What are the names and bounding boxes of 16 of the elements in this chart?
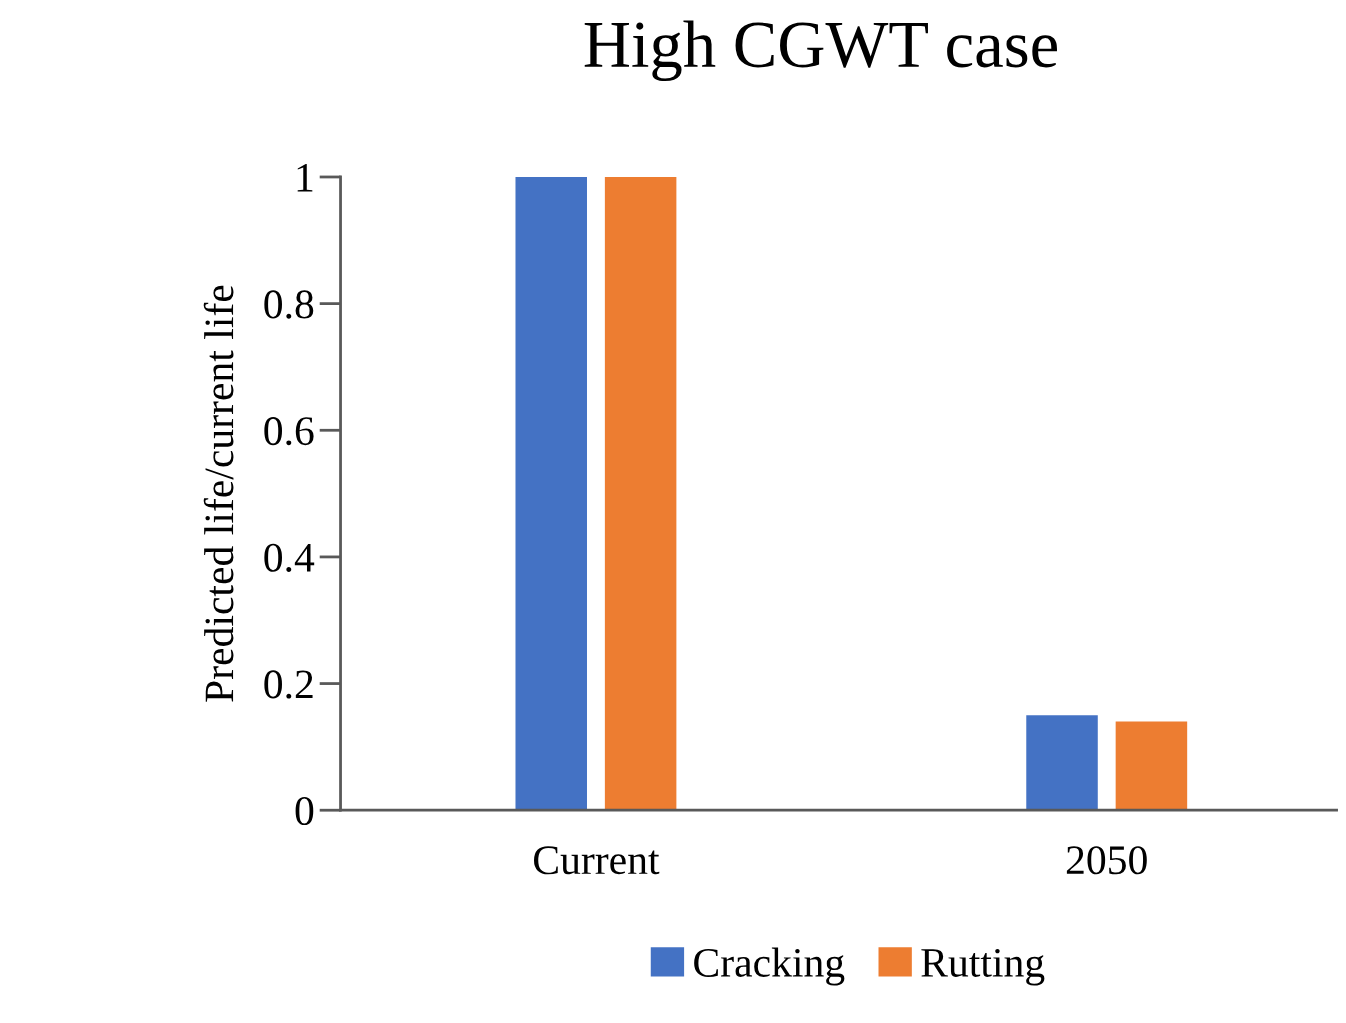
bar (604, 176, 677, 811)
x-tick-label: Current (534, 846, 660, 875)
y-tick-label: 0.6 (264, 417, 314, 446)
y-tick-label: 0 (295, 796, 314, 826)
x-tick-label: 2050 (1066, 846, 1147, 875)
bar (1026, 715, 1098, 811)
chart-title: High CGWT case (584, 20, 1057, 82)
legend-label: Cracking (694, 947, 845, 986)
legend-label: Rutting (921, 948, 1045, 986)
y-tick-label: 0.2 (264, 670, 313, 699)
bar (515, 176, 587, 811)
y-tick-label: 0.4 (264, 543, 315, 572)
y-axis-title: Predicted life/current life (203, 285, 234, 702)
y-tick-label: 1 (297, 163, 313, 192)
y-tick-label: 0.8 (264, 290, 314, 319)
bar (1115, 721, 1188, 811)
